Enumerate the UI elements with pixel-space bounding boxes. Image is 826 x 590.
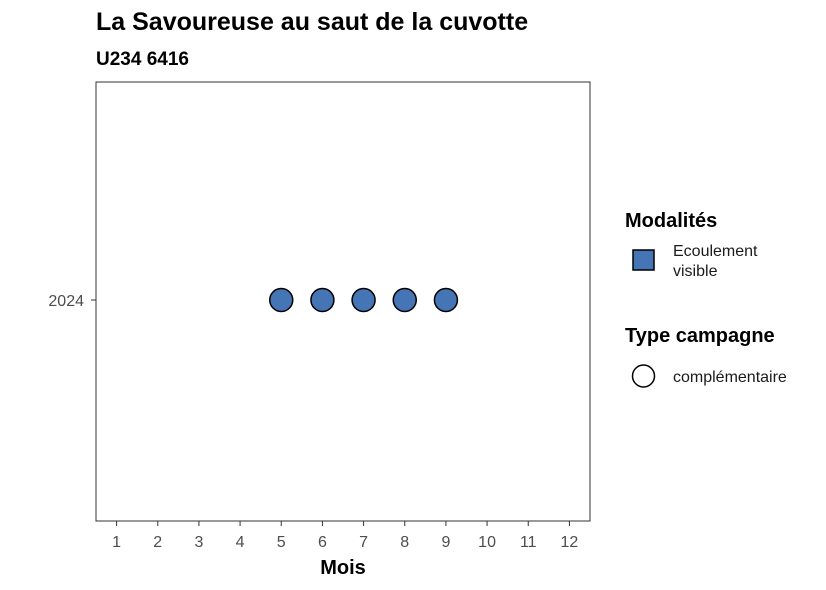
legend-label-ecoulement-visible: Ecoulement visible [673,243,762,280]
data-point [310,287,335,313]
x-tick-label: 3 [194,534,203,551]
legend-title-modalites: Modalités [625,210,717,232]
x-tick-label: 7 [359,534,368,551]
x-axis-title: Mois [320,557,366,579]
legend-label-complementaire: complémentaire [673,369,787,386]
y-axis: 2024 [48,293,96,310]
chart-subtitle: U234 6416 [96,49,189,70]
legend-key-ecoulement-visible [632,249,655,271]
x-tick-label: 1 [112,534,121,551]
data-point [392,287,417,313]
x-tick-label: 9 [441,534,450,551]
legend-key-complementaire [631,364,656,388]
legend: Modalités Ecoulement visible Type campag… [625,210,787,388]
x-tick-label: 5 [277,534,286,551]
data-point [433,287,459,313]
x-tick-label: 2 [153,534,162,551]
plot-panel [95,81,591,522]
data-point [351,287,376,313]
x-tick-label: 4 [236,534,245,551]
legend-title-type-campagne: Type campagne [625,325,775,347]
x-tick-label: 6 [318,534,327,551]
x-tick-label: 11 [520,534,537,551]
legend-label-line-1: Ecoulement [673,243,758,260]
data-points [269,287,459,313]
x-tick-label: 8 [400,534,409,551]
data-point [269,287,294,313]
x-tick-label: 10 [478,534,496,551]
x-tick-label: 12 [561,534,579,551]
chart-title: La Savoureuse au saut de la cuvotte [96,8,528,36]
y-tick-label: 2024 [48,293,84,310]
legend-label-line-2: visible [673,263,718,280]
x-axis: 1 2 3 4 5 6 7 8 9 10 11 12 [112,521,578,551]
